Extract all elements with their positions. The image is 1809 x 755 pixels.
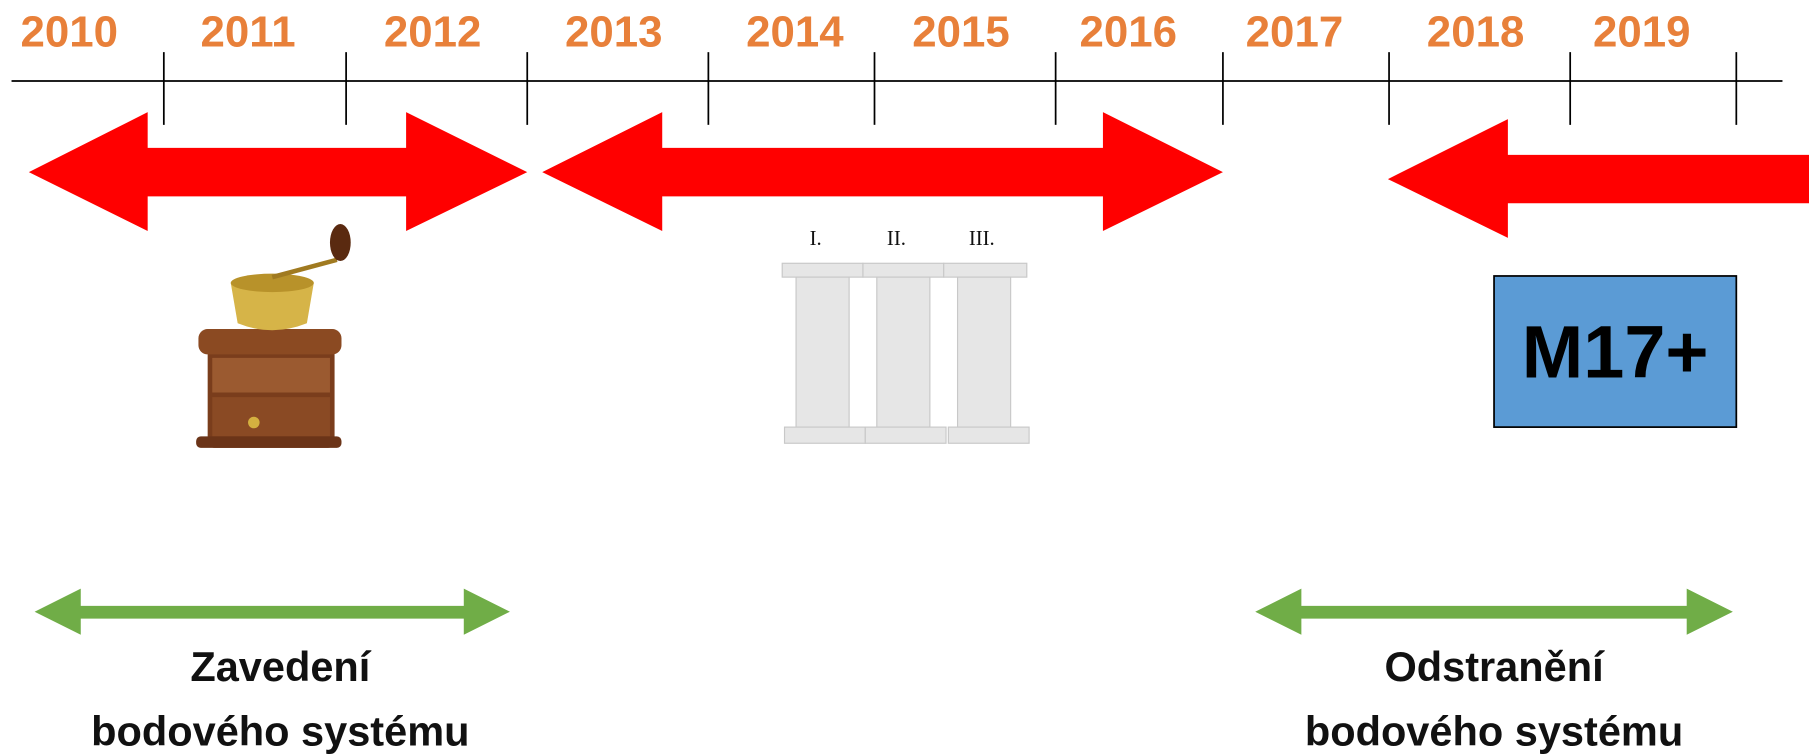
year-label: 2011 bbox=[200, 7, 295, 56]
caption-line: Zavedení bbox=[190, 643, 371, 690]
caption-line: bodového systému bbox=[1305, 708, 1683, 755]
year-label: 2015 bbox=[912, 7, 1010, 56]
year-label: 2016 bbox=[1080, 7, 1178, 56]
year-label: 2014 bbox=[746, 7, 844, 56]
red-arrow bbox=[29, 112, 527, 231]
pillar-label: I. bbox=[810, 228, 822, 250]
green-arrow bbox=[35, 589, 510, 635]
year-label: 2017 bbox=[1246, 7, 1344, 56]
red-arrow bbox=[542, 112, 1223, 231]
caption-line: bodového systému bbox=[91, 708, 469, 755]
pillar-label: II. bbox=[887, 228, 906, 250]
caption-line: Odstranění bbox=[1384, 643, 1605, 690]
year-label: 2012 bbox=[384, 7, 482, 56]
timeline-diagram: 2010 2011 2012 2013 2014 2015 2016 2017 2018 2019… bbox=[0, 0, 1809, 755]
year-label: 2010 bbox=[20, 7, 118, 56]
coffee-grinder bbox=[196, 224, 351, 448]
year-label: 2018 bbox=[1427, 7, 1525, 56]
box-label: M17+ bbox=[1522, 310, 1709, 393]
year-label: 2019 bbox=[1593, 7, 1691, 56]
red-arrow bbox=[1388, 119, 1809, 238]
pillars bbox=[782, 263, 1029, 443]
pillar-label: III. bbox=[969, 228, 995, 250]
timeline-ticks bbox=[164, 52, 1736, 125]
year-labels: 2010 2011 2012 2013 2014 2015 2016 2017 2018 2019 bbox=[20, 7, 1690, 56]
green-arrow bbox=[1255, 589, 1733, 635]
year-label: 2013 bbox=[565, 7, 663, 56]
